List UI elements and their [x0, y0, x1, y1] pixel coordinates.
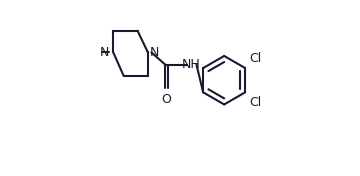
- Text: Cl: Cl: [249, 96, 262, 109]
- Text: N: N: [150, 46, 159, 59]
- Text: Cl: Cl: [249, 52, 262, 65]
- Text: NH: NH: [182, 58, 201, 71]
- Text: O: O: [161, 93, 171, 106]
- Text: N: N: [100, 46, 109, 59]
